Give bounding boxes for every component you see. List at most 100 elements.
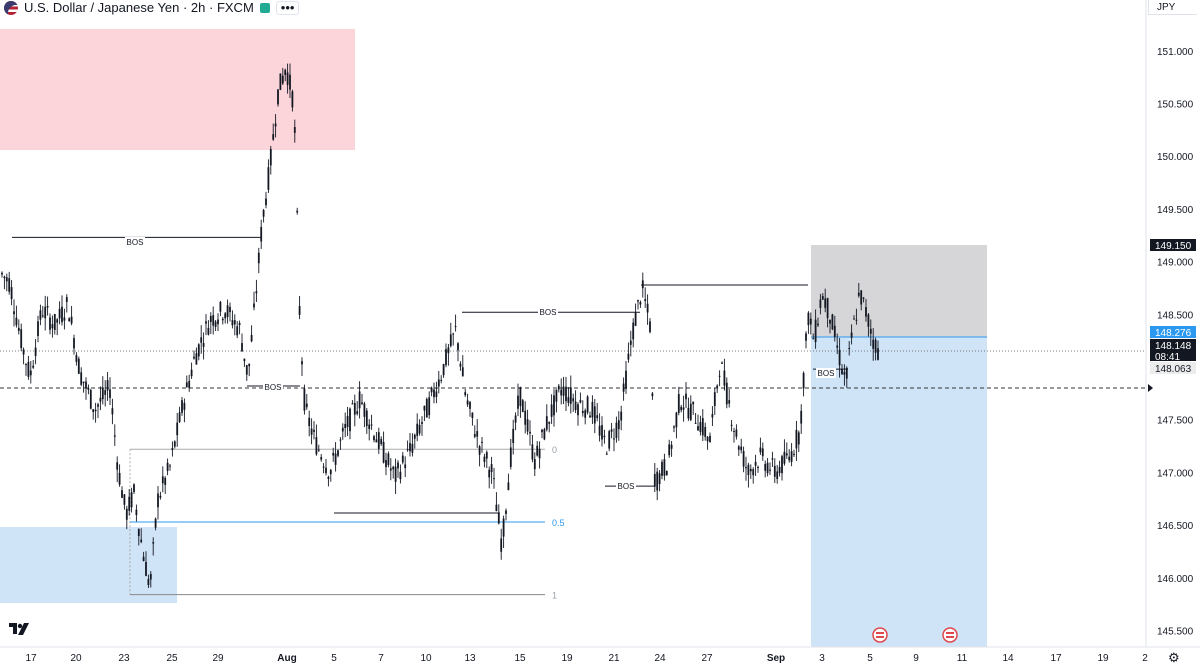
candle-body	[730, 424, 733, 426]
candle-body	[341, 427, 344, 432]
time-tick-label: 15	[514, 653, 526, 664]
candle-body	[637, 300, 639, 302]
candle-body	[226, 305, 229, 318]
candle-body	[320, 457, 323, 460]
candle-body	[293, 127, 296, 133]
candle-body	[269, 148, 272, 166]
gear-icon[interactable]: ⚙	[1168, 650, 1180, 665]
candle-body	[5, 277, 8, 282]
candle-body	[601, 425, 603, 440]
candle-body	[193, 356, 195, 359]
candle-body	[531, 444, 534, 460]
candle-body	[577, 404, 579, 416]
flag-stripe	[946, 636, 954, 638]
candle-body	[219, 301, 222, 312]
currency-selector[interactable]: JPY	[1148, 0, 1197, 15]
candle-body	[829, 320, 831, 324]
candle-body	[37, 321, 39, 336]
stop-zone	[811, 245, 987, 337]
candle-body	[449, 334, 452, 347]
candle-body	[231, 320, 234, 326]
price-tick-label: 146.500	[1157, 521, 1194, 532]
price-tick-label: 146.000	[1157, 574, 1194, 585]
candle-body	[327, 476, 330, 479]
candle-body	[75, 355, 78, 362]
candle-body	[620, 411, 623, 421]
candle-body	[61, 306, 63, 323]
candle-body	[303, 388, 306, 411]
candle-body	[425, 398, 428, 418]
candle-body	[656, 471, 659, 491]
candle-body	[188, 380, 191, 388]
candle-body	[824, 298, 827, 308]
candle-body	[865, 307, 867, 317]
price-label-bg	[1150, 362, 1196, 374]
candle-body	[545, 416, 548, 430]
candle-body	[101, 387, 104, 400]
time-tick-label: 3	[819, 653, 825, 664]
candle-body	[152, 542, 155, 544]
candle-body	[670, 444, 673, 449]
candle-body	[394, 466, 397, 482]
candle-body	[740, 446, 743, 451]
price-label: 148.148	[1155, 341, 1192, 352]
candle-body	[20, 329, 23, 349]
symbol-header[interactable]: U.S. Dollar / Japanese Yen · 2h · FXCM •…	[0, 0, 306, 15]
candle-body	[145, 561, 147, 576]
candle-body	[521, 400, 524, 413]
candle-body	[469, 401, 471, 409]
candle-body	[862, 297, 865, 299]
time-tick-label: 27	[701, 653, 713, 664]
candle-body	[651, 393, 654, 397]
candle-body	[579, 399, 582, 403]
time-tick-label: 5	[331, 653, 337, 664]
symbol-title[interactable]: U.S. Dollar / Japanese Yen · 2h · FXCM	[24, 0, 254, 15]
candle-body	[440, 379, 443, 381]
fib-level-label: 0	[552, 445, 557, 455]
candle-body	[711, 414, 714, 418]
candle-body	[661, 461, 663, 476]
more-options-button[interactable]: •••	[275, 0, 300, 15]
candle-body	[262, 210, 265, 217]
candle-body	[466, 400, 469, 405]
bos-label: BOS	[818, 369, 835, 378]
economic-event-icon	[872, 627, 888, 643]
candle-body	[776, 471, 779, 479]
candle-body	[538, 448, 541, 459]
candle-body	[1, 272, 3, 275]
candle-body	[589, 415, 591, 418]
candle-body	[591, 401, 594, 418]
candle-body	[857, 292, 860, 296]
candle-body	[697, 426, 699, 431]
candle-body	[15, 317, 18, 326]
candle-body	[413, 434, 416, 439]
candle-body	[745, 467, 747, 469]
candle-body	[605, 453, 608, 455]
candle-body	[562, 386, 565, 396]
candle-body	[867, 314, 870, 327]
candle-body	[296, 210, 299, 213]
candle-body	[106, 380, 109, 391]
candle-body	[286, 72, 289, 85]
candle-body	[56, 319, 59, 323]
candle-body	[308, 417, 311, 427]
candle-body	[63, 317, 66, 321]
price-tick-label: 151.000	[1157, 47, 1194, 58]
candle-body	[274, 123, 277, 127]
candle-body	[17, 327, 20, 331]
price-label-bg	[1150, 326, 1196, 338]
candle-body	[298, 306, 301, 315]
bos-label-bg	[616, 481, 636, 491]
price-tick-label: 145.500	[1157, 627, 1194, 638]
candle-body	[392, 466, 395, 470]
candle-body	[435, 391, 438, 397]
candle-body	[245, 365, 248, 375]
candle-body	[82, 381, 85, 384]
candle-body	[277, 89, 279, 105]
candle-body	[567, 397, 570, 403]
candle-body	[766, 462, 769, 474]
candles-layer	[1, 63, 879, 588]
candle-body	[613, 438, 615, 440]
